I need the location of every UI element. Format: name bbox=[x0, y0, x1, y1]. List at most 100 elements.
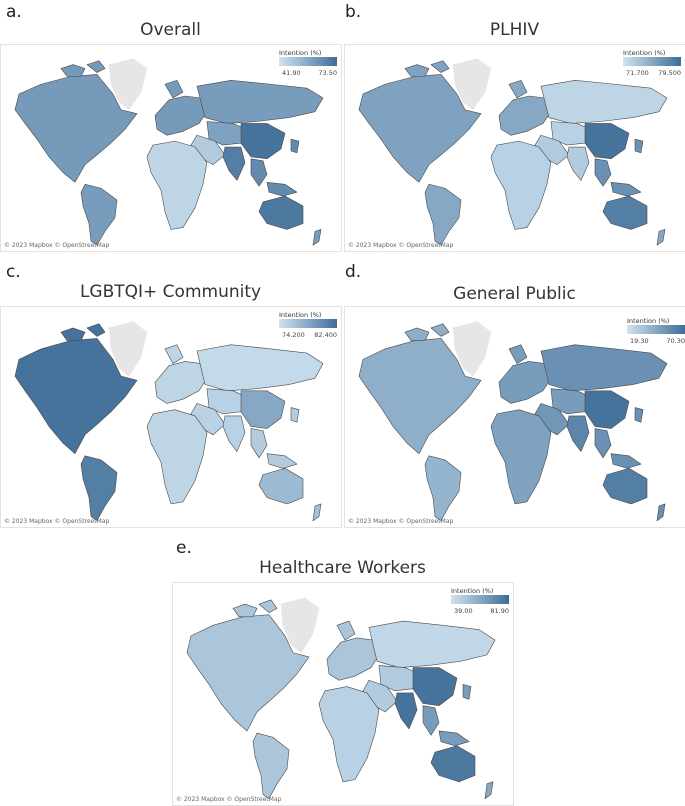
region-na[interactable] bbox=[14, 74, 138, 183]
region-india[interactable] bbox=[566, 415, 590, 453]
region-india[interactable] bbox=[566, 146, 590, 181]
region-greenland[interactable] bbox=[108, 321, 148, 377]
region-na[interactable] bbox=[404, 64, 430, 77]
region-greenland[interactable] bbox=[452, 321, 492, 377]
region-nz[interactable] bbox=[656, 503, 666, 522]
region-china[interactable] bbox=[584, 390, 630, 429]
panel-a-letter: a. bbox=[6, 2, 22, 22]
region-nz[interactable] bbox=[484, 781, 494, 800]
region-africa[interactable] bbox=[490, 140, 552, 230]
region-na[interactable] bbox=[430, 60, 450, 73]
region-me[interactable] bbox=[190, 134, 226, 166]
panel-d-map[interactable]: © 2023 Mapbox © OpenStreetMap Intention … bbox=[344, 306, 685, 528]
region-australia[interactable] bbox=[602, 467, 648, 505]
region-russia[interactable] bbox=[196, 344, 324, 392]
region-nz[interactable] bbox=[312, 503, 322, 522]
region-nz[interactable] bbox=[656, 228, 666, 246]
region-sea[interactable] bbox=[610, 181, 642, 197]
region-russia[interactable] bbox=[540, 344, 668, 392]
region-eu[interactable] bbox=[154, 95, 208, 136]
region-na[interactable] bbox=[14, 338, 138, 455]
region-me[interactable] bbox=[190, 403, 226, 436]
region-na[interactable] bbox=[60, 327, 86, 341]
region-me[interactable] bbox=[534, 403, 570, 436]
region-me[interactable] bbox=[362, 679, 398, 713]
region-na[interactable] bbox=[186, 614, 310, 732]
region-greenland[interactable] bbox=[280, 597, 320, 654]
region-eu[interactable] bbox=[508, 344, 528, 365]
panel-a-map[interactable]: © 2023 Mapbox © OpenStreetMap Intention … bbox=[0, 44, 342, 252]
region-eu[interactable] bbox=[164, 344, 184, 365]
legend-title: Intention (%) bbox=[627, 317, 670, 325]
panel-c-title: LGBTQI+ Community bbox=[79, 282, 262, 302]
legend-max: 70.30 bbox=[666, 337, 685, 345]
region-sea[interactable] bbox=[290, 407, 300, 423]
region-sea[interactable] bbox=[266, 181, 298, 197]
region-na[interactable] bbox=[232, 603, 258, 618]
region-australia[interactable] bbox=[258, 467, 304, 505]
region-eu[interactable] bbox=[164, 79, 184, 99]
legend-gradient-bar bbox=[451, 595, 509, 604]
legend-title: Intention (%) bbox=[451, 587, 494, 595]
region-sa[interactable] bbox=[424, 183, 462, 246]
region-eu[interactable] bbox=[336, 620, 356, 641]
panel-b-map[interactable]: © 2023 Mapbox © OpenStreetMap Intention … bbox=[344, 44, 685, 252]
region-china[interactable] bbox=[412, 667, 458, 706]
region-china[interactable] bbox=[584, 123, 630, 160]
region-na[interactable] bbox=[86, 323, 106, 337]
region-na[interactable] bbox=[430, 323, 450, 337]
legend-gradient-bar bbox=[627, 325, 685, 334]
region-china[interactable] bbox=[240, 390, 286, 429]
region-russia[interactable] bbox=[540, 80, 668, 124]
region-india[interactable] bbox=[222, 415, 246, 453]
legend-title: Intention (%) bbox=[279, 311, 322, 319]
region-sea[interactable] bbox=[250, 158, 268, 187]
region-africa[interactable] bbox=[490, 409, 552, 505]
region-na[interactable] bbox=[86, 60, 106, 73]
region-sa[interactable] bbox=[80, 455, 118, 522]
region-greenland[interactable] bbox=[108, 58, 148, 111]
region-sea[interactable] bbox=[250, 428, 268, 459]
region-eu[interactable] bbox=[498, 95, 552, 136]
region-nz[interactable] bbox=[312, 228, 322, 246]
region-na[interactable] bbox=[358, 338, 482, 455]
region-sea[interactable] bbox=[462, 684, 472, 700]
region-australia[interactable] bbox=[430, 745, 476, 783]
region-sea[interactable] bbox=[594, 158, 612, 187]
region-eu[interactable] bbox=[498, 361, 552, 404]
region-africa[interactable] bbox=[146, 409, 208, 505]
region-australia[interactable] bbox=[602, 195, 648, 230]
region-australia[interactable] bbox=[258, 195, 304, 230]
region-eu[interactable] bbox=[154, 361, 208, 404]
panel-e-map[interactable]: © 2023 Mapbox © OpenStreetMap Intention … bbox=[172, 582, 514, 806]
region-greenland[interactable] bbox=[452, 58, 492, 111]
legend-max: 81.90 bbox=[490, 607, 509, 615]
region-india[interactable] bbox=[222, 146, 246, 181]
region-africa[interactable] bbox=[146, 140, 208, 230]
region-me[interactable] bbox=[534, 134, 570, 166]
region-na[interactable] bbox=[358, 74, 482, 183]
region-sea[interactable] bbox=[290, 138, 300, 154]
legend-min: 39.00 bbox=[454, 607, 473, 615]
region-africa[interactable] bbox=[318, 686, 380, 783]
region-sea[interactable] bbox=[422, 705, 440, 736]
region-russia[interactable] bbox=[368, 620, 496, 668]
region-india[interactable] bbox=[394, 692, 418, 730]
region-russia[interactable] bbox=[196, 80, 324, 124]
region-china[interactable] bbox=[240, 123, 286, 160]
region-sea[interactable] bbox=[634, 407, 644, 423]
region-na[interactable] bbox=[60, 64, 86, 77]
region-sea[interactable] bbox=[634, 138, 644, 154]
region-sea[interactable] bbox=[610, 453, 642, 469]
region-eu[interactable] bbox=[326, 637, 380, 681]
region-sea[interactable] bbox=[594, 428, 612, 459]
region-sa[interactable] bbox=[424, 455, 462, 522]
region-eu[interactable] bbox=[508, 79, 528, 99]
region-sea[interactable] bbox=[266, 453, 298, 469]
region-sa[interactable] bbox=[252, 732, 290, 800]
region-sea[interactable] bbox=[438, 730, 470, 747]
region-na[interactable] bbox=[404, 327, 430, 341]
region-sa[interactable] bbox=[80, 183, 118, 246]
panel-c-map[interactable]: © 2023 Mapbox © OpenStreetMap Intention … bbox=[0, 306, 342, 528]
region-na[interactable] bbox=[258, 599, 278, 613]
